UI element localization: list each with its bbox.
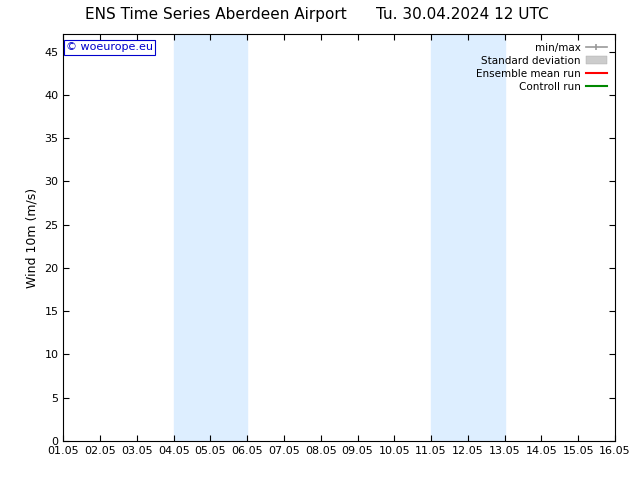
Text: © woeurope.eu: © woeurope.eu (66, 43, 153, 52)
Legend: min/max, Standard deviation, Ensemble mean run, Controll run: min/max, Standard deviation, Ensemble me… (473, 40, 610, 95)
Text: ENS Time Series Aberdeen Airport      Tu. 30.04.2024 12 UTC: ENS Time Series Aberdeen Airport Tu. 30.… (85, 7, 549, 23)
Y-axis label: Wind 10m (m/s): Wind 10m (m/s) (26, 188, 39, 288)
Bar (431, 34, 505, 441)
Bar (174, 34, 247, 441)
